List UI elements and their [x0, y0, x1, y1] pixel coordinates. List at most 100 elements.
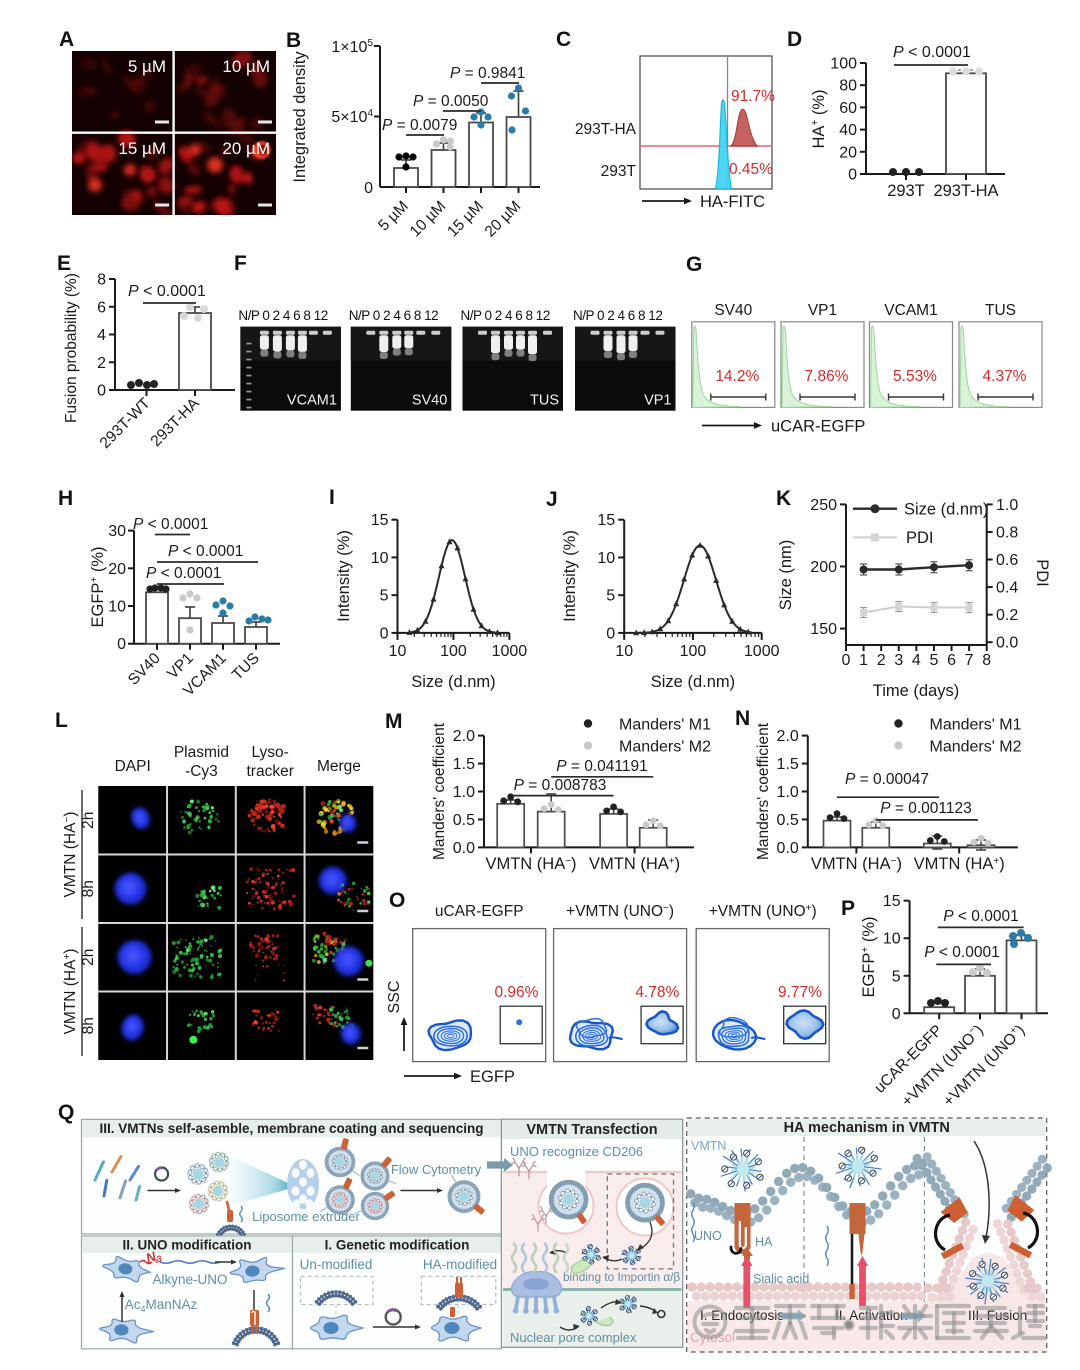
svg-text:0.96%: 0.96% — [494, 984, 538, 1001]
svg-text:HA+ (%): HA+ (%) — [810, 89, 828, 148]
svg-text:VP1: VP1 — [808, 302, 837, 319]
svg-text:F: F — [234, 252, 247, 275]
svg-text:Manders' M2: Manders' M2 — [619, 739, 711, 756]
svg-text:P = 0.0050: P = 0.0050 — [413, 93, 489, 110]
svg-text:10: 10 — [597, 550, 615, 567]
svg-text:EGFP+ (%): EGFP+ (%) — [89, 546, 107, 627]
svg-text:VMTN (HA+): VMTN (HA+) — [914, 855, 1005, 873]
svg-text:20: 20 — [839, 144, 857, 161]
svg-text:1.0: 1.0 — [453, 784, 475, 801]
svg-text:4.37%: 4.37% — [983, 368, 1027, 385]
svg-text:VP1: VP1 — [644, 393, 671, 409]
svg-text:293T-HA: 293T-HA — [148, 394, 204, 450]
svg-text:2: 2 — [97, 355, 106, 372]
svg-text:II. UNO modification: II. UNO modification — [122, 1238, 251, 1253]
svg-text:0: 0 — [842, 652, 851, 669]
svg-text:VCAM1: VCAM1 — [287, 393, 337, 409]
svg-text:P < 0.0001: P < 0.0001 — [943, 908, 1018, 925]
svg-text:Plasmid: Plasmid — [174, 744, 229, 761]
svg-text:15: 15 — [597, 512, 615, 529]
svg-text:2.0: 2.0 — [777, 728, 799, 745]
svg-text:0.0: 0.0 — [777, 840, 799, 857]
svg-text:VCAM1: VCAM1 — [884, 302, 937, 319]
svg-text:0: 0 — [848, 167, 857, 184]
svg-text:Flow Cytometry: Flow Cytometry — [391, 1162, 482, 1177]
svg-text:150: 150 — [810, 621, 837, 638]
svg-text:M: M — [385, 710, 403, 733]
svg-text:VMTN (HA−): VMTN (HA−) — [485, 855, 576, 873]
svg-text:HA mechanism in VMTN: HA mechanism in VMTN — [784, 1120, 950, 1136]
svg-text:10: 10 — [389, 643, 407, 660]
svg-text:H: H — [58, 487, 73, 510]
svg-text:P: P — [841, 897, 855, 920]
svg-text:5: 5 — [380, 588, 389, 605]
svg-text:N/P 0 2 4 6 8 12: N/P 0 2 4 6 8 12 — [349, 308, 438, 323]
svg-text:20 µM: 20 µM — [222, 139, 270, 158]
svg-text:4: 4 — [97, 327, 106, 344]
svg-text:40: 40 — [839, 122, 857, 139]
svg-text:+VMTN (UNO+): +VMTN (UNO+) — [709, 903, 817, 920]
svg-text:Nuclear pore complex: Nuclear pore complex — [510, 1330, 637, 1345]
svg-text:Intensity (%): Intensity (%) — [335, 530, 353, 622]
svg-text:Manders' M2: Manders' M2 — [930, 739, 1022, 756]
svg-text:VMTN (HA+): VMTN (HA+) — [62, 949, 79, 1035]
svg-text:PDI: PDI — [906, 529, 934, 547]
svg-text:5: 5 — [606, 588, 615, 605]
svg-text:4.78%: 4.78% — [635, 984, 679, 1001]
svg-text:0.5: 0.5 — [453, 812, 475, 829]
svg-text:0.45%: 0.45% — [729, 161, 773, 178]
svg-text:10: 10 — [615, 643, 633, 660]
svg-text:14.2%: 14.2% — [715, 368, 759, 385]
svg-text:Size (d.nm): Size (d.nm) — [904, 501, 988, 519]
svg-text:uCAR-EGFP: uCAR-EGFP — [771, 418, 865, 436]
svg-text:2: 2 — [877, 652, 886, 669]
svg-text:B: B — [286, 29, 301, 52]
svg-text:J: J — [546, 488, 558, 511]
svg-text:N/P 0 2 4 6 8 12: N/P 0 2 4 6 8 12 — [238, 308, 327, 323]
svg-text:0: 0 — [97, 383, 106, 400]
svg-text:8h: 8h — [80, 880, 97, 897]
svg-text:1: 1 — [859, 652, 868, 669]
svg-text:0.0: 0.0 — [453, 840, 475, 857]
svg-text:100: 100 — [680, 643, 707, 660]
svg-text:VMTN (HA−): VMTN (HA−) — [811, 855, 902, 873]
svg-text:EGFP: EGFP — [470, 1068, 515, 1086]
svg-text:P = 0.9841: P = 0.9841 — [450, 65, 525, 82]
svg-text:P < 0.0001: P < 0.0001 — [924, 944, 999, 961]
svg-text:P = 0.0079: P = 0.0079 — [382, 117, 457, 134]
svg-text:10: 10 — [883, 931, 901, 948]
svg-text:III. VMTNs self-asemble, membr: III. VMTNs self-asemble, membrane coatin… — [99, 1121, 483, 1136]
svg-text:7.86%: 7.86% — [805, 368, 849, 385]
svg-text:binding to Importin α/β: binding to Importin α/β — [563, 1270, 680, 1284]
svg-text:0.0: 0.0 — [996, 635, 1018, 652]
svg-text:293T-WT: 293T-WT — [97, 394, 154, 451]
svg-text:Size (d.nm): Size (d.nm) — [651, 673, 735, 691]
svg-text:TUS: TUS — [530, 393, 559, 409]
svg-text:VMTN (HA−): VMTN (HA−) — [62, 812, 79, 898]
svg-text:D: D — [787, 28, 802, 51]
svg-text:P < 0.0001: P < 0.0001 — [168, 543, 243, 560]
svg-text:Manders' M1: Manders' M1 — [619, 717, 711, 734]
svg-text:Intensity (%): Intensity (%) — [561, 530, 579, 622]
svg-text:4: 4 — [912, 652, 921, 669]
svg-text:1000: 1000 — [492, 643, 528, 660]
svg-text:I: I — [329, 486, 335, 509]
svg-text:2h: 2h — [80, 812, 97, 829]
svg-text:SSC: SSC — [386, 981, 403, 1014]
svg-text:293T-HA: 293T-HA — [933, 182, 998, 200]
svg-text:K: K — [776, 487, 791, 510]
svg-text:Manders' coefficient: Manders' coefficient — [431, 722, 448, 860]
svg-text:Lyso-: Lyso- — [252, 744, 289, 761]
svg-text:I. Genetic modification: I. Genetic modification — [325, 1238, 470, 1253]
svg-text:9.77%: 9.77% — [778, 984, 822, 1001]
svg-text:P < 0.0001: P < 0.0001 — [146, 565, 221, 582]
svg-text:VMTN: VMTN — [691, 1139, 726, 1153]
svg-text:tracker: tracker — [246, 763, 293, 780]
svg-text:Sialic acid: Sialic acid — [753, 1272, 809, 1286]
svg-text:TUS: TUS — [229, 650, 263, 684]
svg-text:Time (days): Time (days) — [873, 682, 959, 700]
svg-text:15: 15 — [883, 893, 901, 910]
svg-text:1.0: 1.0 — [996, 497, 1018, 514]
svg-text:20: 20 — [108, 561, 126, 578]
svg-text:1×105: 1×105 — [331, 38, 373, 56]
